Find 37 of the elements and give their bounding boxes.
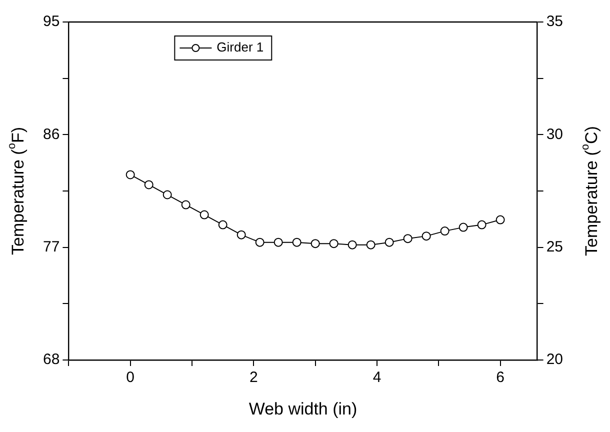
point — [458, 222, 468, 232]
x-tick-label: 2 — [250, 369, 258, 386]
point — [274, 238, 283, 247]
y2-tick-label: 20 — [546, 351, 564, 368]
y-tick-label: 86 — [42, 126, 60, 143]
point — [310, 239, 320, 248]
y-tick-label: 77 — [42, 238, 60, 256]
point — [329, 239, 338, 248]
point — [348, 240, 357, 250]
legend-label: Girder 1 — [216, 40, 264, 55]
y2-tick-label: 25 — [546, 238, 564, 256]
point — [422, 232, 431, 241]
point — [477, 220, 486, 230]
point — [181, 200, 190, 210]
point — [144, 180, 154, 190]
y-tick-label: 95 — [42, 13, 60, 30]
point — [218, 220, 228, 230]
y2-tick-label: 30 — [546, 126, 564, 143]
point — [440, 226, 450, 236]
point — [366, 240, 376, 250]
point — [200, 210, 209, 220]
point — [384, 238, 394, 247]
y-tick-label: 68 — [42, 351, 60, 368]
x-tick-label: 0 — [126, 369, 135, 386]
point — [255, 238, 264, 247]
y-axis-title: Temperature (oF) — [6, 126, 28, 256]
x-tick-label: 6 — [496, 369, 504, 386]
point — [162, 190, 172, 200]
x-axis-title: Web width (in) — [248, 400, 358, 419]
point — [292, 238, 302, 247]
y2-axis-title: Temperature (oC) — [580, 126, 602, 256]
point — [236, 230, 246, 240]
point — [126, 170, 135, 180]
point — [496, 215, 505, 224]
x-tick-label: 4 — [372, 369, 382, 386]
y2-tick-label: 35 — [546, 13, 564, 30]
point — [403, 234, 412, 244]
